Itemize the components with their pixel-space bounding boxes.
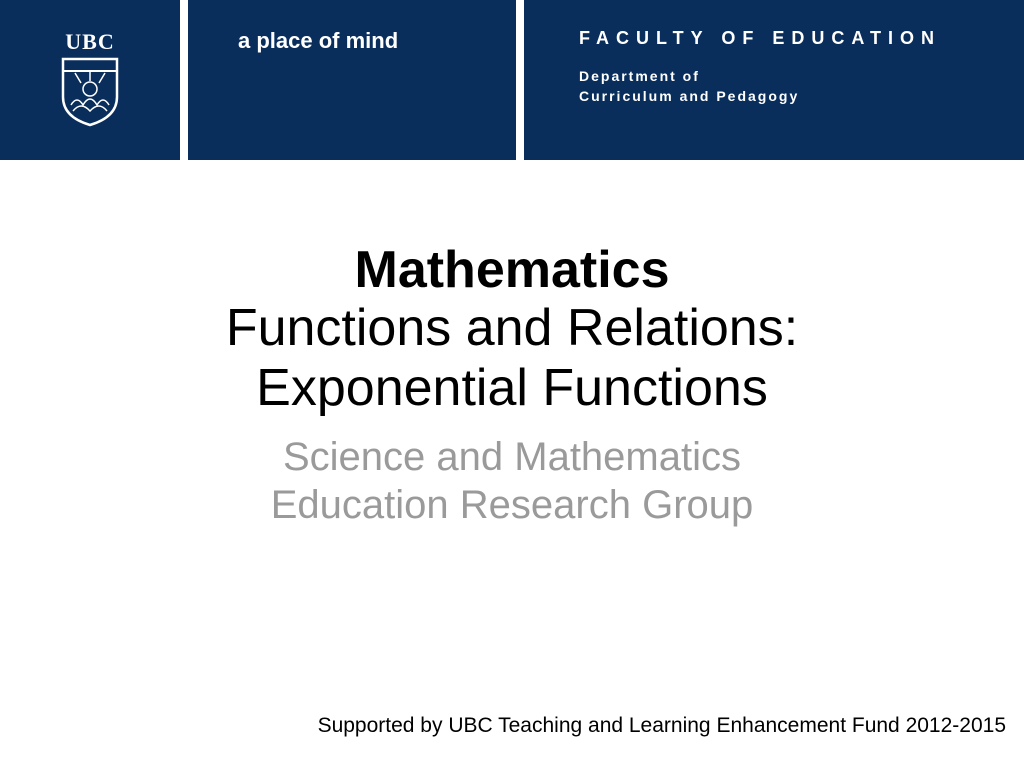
slide-subtitle: Science and Mathematics Education Resear… [0, 433, 1024, 529]
dept-line-2: Curriculum and Pedagogy [579, 87, 1024, 107]
slide-title-bold: Mathematics [0, 242, 1024, 299]
dept-line-1: Department of [579, 67, 1024, 87]
university-logo: UBC [61, 29, 119, 132]
logo-text: UBC [61, 29, 119, 55]
slide-title-line2: Functions and Relations: [0, 299, 1024, 359]
footer-text: Supported by UBC Teaching and Learning E… [318, 714, 1006, 738]
faculty-cell: FACULTY OF EDUCATION Department of Curri… [524, 0, 1024, 160]
slide-content: Mathematics Functions and Relations: Exp… [0, 160, 1024, 529]
shield-icon [61, 57, 119, 127]
subtitle-line-1: Science and Mathematics [0, 433, 1024, 481]
slide-title-line3: Exponential Functions [0, 359, 1024, 419]
subtitle-line-2: Education Research Group [0, 481, 1024, 529]
tagline-text: a place of mind [238, 28, 398, 54]
faculty-title: FACULTY OF EDUCATION [579, 28, 1024, 49]
tagline-cell: a place of mind [188, 0, 516, 160]
header-bar: UBC a place of mind FACULTY OF EDUCATION… [0, 0, 1024, 160]
logo-cell: UBC [0, 0, 180, 160]
